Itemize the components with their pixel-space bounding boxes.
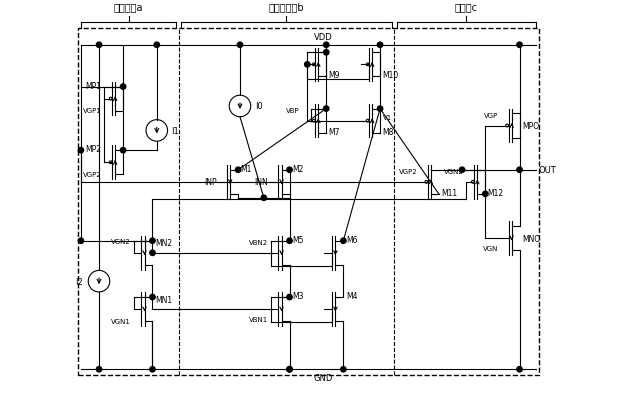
- Circle shape: [261, 196, 267, 201]
- Circle shape: [517, 43, 522, 49]
- Circle shape: [323, 43, 329, 49]
- Circle shape: [459, 168, 465, 173]
- Text: MN1: MN1: [155, 295, 172, 304]
- Bar: [78, 28, 539, 375]
- Circle shape: [517, 168, 522, 173]
- Circle shape: [287, 168, 292, 173]
- Circle shape: [236, 168, 241, 173]
- Text: VGN2: VGN2: [444, 169, 464, 175]
- Text: VBN1: VBN1: [249, 317, 268, 322]
- Circle shape: [120, 148, 126, 154]
- Text: I1: I1: [172, 127, 179, 136]
- Circle shape: [154, 43, 159, 49]
- Circle shape: [150, 295, 155, 300]
- Text: M7: M7: [329, 127, 340, 136]
- Circle shape: [120, 85, 126, 90]
- Circle shape: [150, 251, 155, 256]
- Text: VBN2: VBN2: [249, 240, 268, 246]
- Text: M4: M4: [346, 292, 357, 300]
- Text: MNO: MNO: [522, 234, 540, 243]
- Circle shape: [78, 239, 84, 244]
- Circle shape: [305, 63, 310, 68]
- Circle shape: [378, 43, 383, 49]
- Circle shape: [287, 367, 292, 372]
- Text: M12: M12: [487, 188, 504, 197]
- Text: GND: GND: [313, 373, 333, 382]
- Text: VGN: VGN: [482, 246, 498, 252]
- Text: INP: INP: [204, 178, 217, 187]
- Circle shape: [323, 51, 329, 56]
- Text: 输出级c: 输出级c: [455, 2, 478, 12]
- Text: VGP2: VGP2: [83, 172, 102, 178]
- Circle shape: [482, 192, 488, 197]
- Text: INN: INN: [254, 178, 268, 187]
- Text: VDD: VDD: [314, 33, 333, 42]
- Circle shape: [323, 107, 329, 112]
- Text: VGN2: VGN2: [111, 238, 131, 244]
- Circle shape: [150, 367, 155, 372]
- Text: M2: M2: [292, 164, 304, 174]
- Text: VBP: VBP: [286, 108, 300, 114]
- Circle shape: [517, 367, 522, 372]
- Text: VGP1: VGP1: [83, 108, 102, 114]
- Text: 偏置电路a: 偏置电路a: [114, 2, 143, 12]
- Circle shape: [96, 367, 102, 372]
- Text: OUT: OUT: [539, 166, 557, 175]
- Circle shape: [287, 367, 292, 372]
- Text: M6: M6: [346, 235, 357, 244]
- Text: MP2: MP2: [86, 145, 102, 154]
- Circle shape: [238, 43, 242, 49]
- Text: M5: M5: [292, 235, 304, 244]
- Circle shape: [96, 43, 102, 49]
- Text: M3: M3: [292, 292, 304, 300]
- Text: MN2: MN2: [155, 239, 172, 248]
- Circle shape: [287, 295, 292, 300]
- Text: M8: M8: [383, 127, 394, 136]
- Circle shape: [150, 239, 155, 244]
- Text: I2: I2: [76, 277, 83, 286]
- Text: M11: M11: [441, 188, 457, 197]
- Text: M9: M9: [329, 71, 340, 80]
- Text: MPO: MPO: [522, 122, 539, 131]
- Text: VGN1: VGN1: [111, 318, 131, 324]
- Text: MP1: MP1: [86, 81, 102, 91]
- Text: M10: M10: [383, 71, 399, 80]
- Text: 差分输入级b: 差分输入级b: [268, 2, 304, 12]
- Text: VGP2: VGP2: [399, 169, 417, 175]
- Text: V1: V1: [383, 115, 392, 121]
- Circle shape: [341, 367, 346, 372]
- Circle shape: [287, 239, 292, 244]
- Text: M1: M1: [241, 164, 252, 174]
- Circle shape: [78, 148, 84, 154]
- Circle shape: [341, 239, 346, 244]
- Text: VGP: VGP: [484, 113, 498, 119]
- Circle shape: [378, 107, 383, 112]
- Text: I0: I0: [255, 102, 262, 111]
